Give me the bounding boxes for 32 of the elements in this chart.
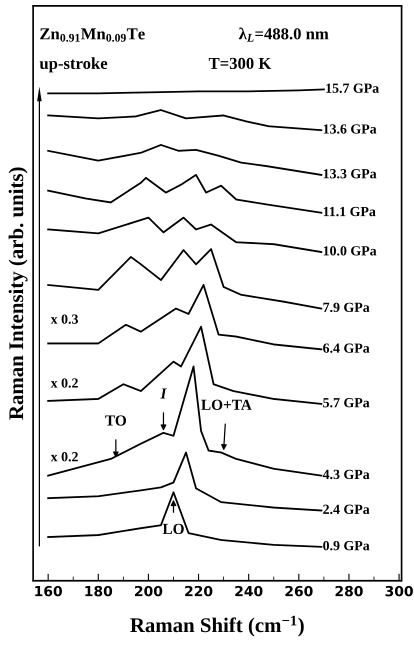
series-label: 5.7 GPa (323, 398, 370, 408)
y-axis-title: Raman Intensity (arb. units) (8, 167, 28, 420)
x-tick-label: 240 (235, 586, 263, 596)
x-tick-label: 160 (35, 586, 62, 596)
text: λ$_{L}$=488.0 nm (238, 28, 329, 42)
x-tick-label: 180 (85, 586, 112, 596)
series-label: 0.9 GPa (323, 540, 370, 550)
series-label: 13.3 GPa (324, 169, 376, 178)
text: Zn$_{0.91}$Mn$_{0.09}$Te (40, 28, 145, 42)
x-tick-label: 280 (336, 586, 363, 596)
x-tick-label: 300 (386, 586, 413, 596)
x-tick-label: 220 (185, 586, 212, 596)
annotation: TO (105, 415, 126, 426)
series-label: 13.6 GPa (324, 124, 376, 134)
series-label: 2.4 GPa (323, 504, 370, 514)
series-label: 7.9 GPa (323, 302, 370, 312)
annotation: LO (162, 524, 184, 534)
series-label: 10.0 GPa (324, 246, 376, 256)
series-label: 4.3 GPa (322, 470, 370, 480)
annotation: LO+TA (201, 400, 252, 410)
annotation: x 0.2 (50, 378, 78, 388)
annotation: I (160, 388, 167, 398)
text: up-stroke (40, 57, 108, 72)
series-label: 6.4 GPa (323, 343, 370, 353)
annotation: x 0.2 (50, 452, 78, 462)
x-tick-label: 260 (285, 586, 313, 596)
x-axis-title: Raman Shift (cm$^{−1}$) (130, 616, 304, 636)
annotation: x 0.3 (50, 314, 78, 324)
text: T=300 K (208, 58, 272, 70)
series-label: 15.7 GPa (326, 84, 379, 93)
x-tick-label: 200 (135, 586, 162, 596)
series-label: 11.1 GPa (324, 206, 376, 216)
